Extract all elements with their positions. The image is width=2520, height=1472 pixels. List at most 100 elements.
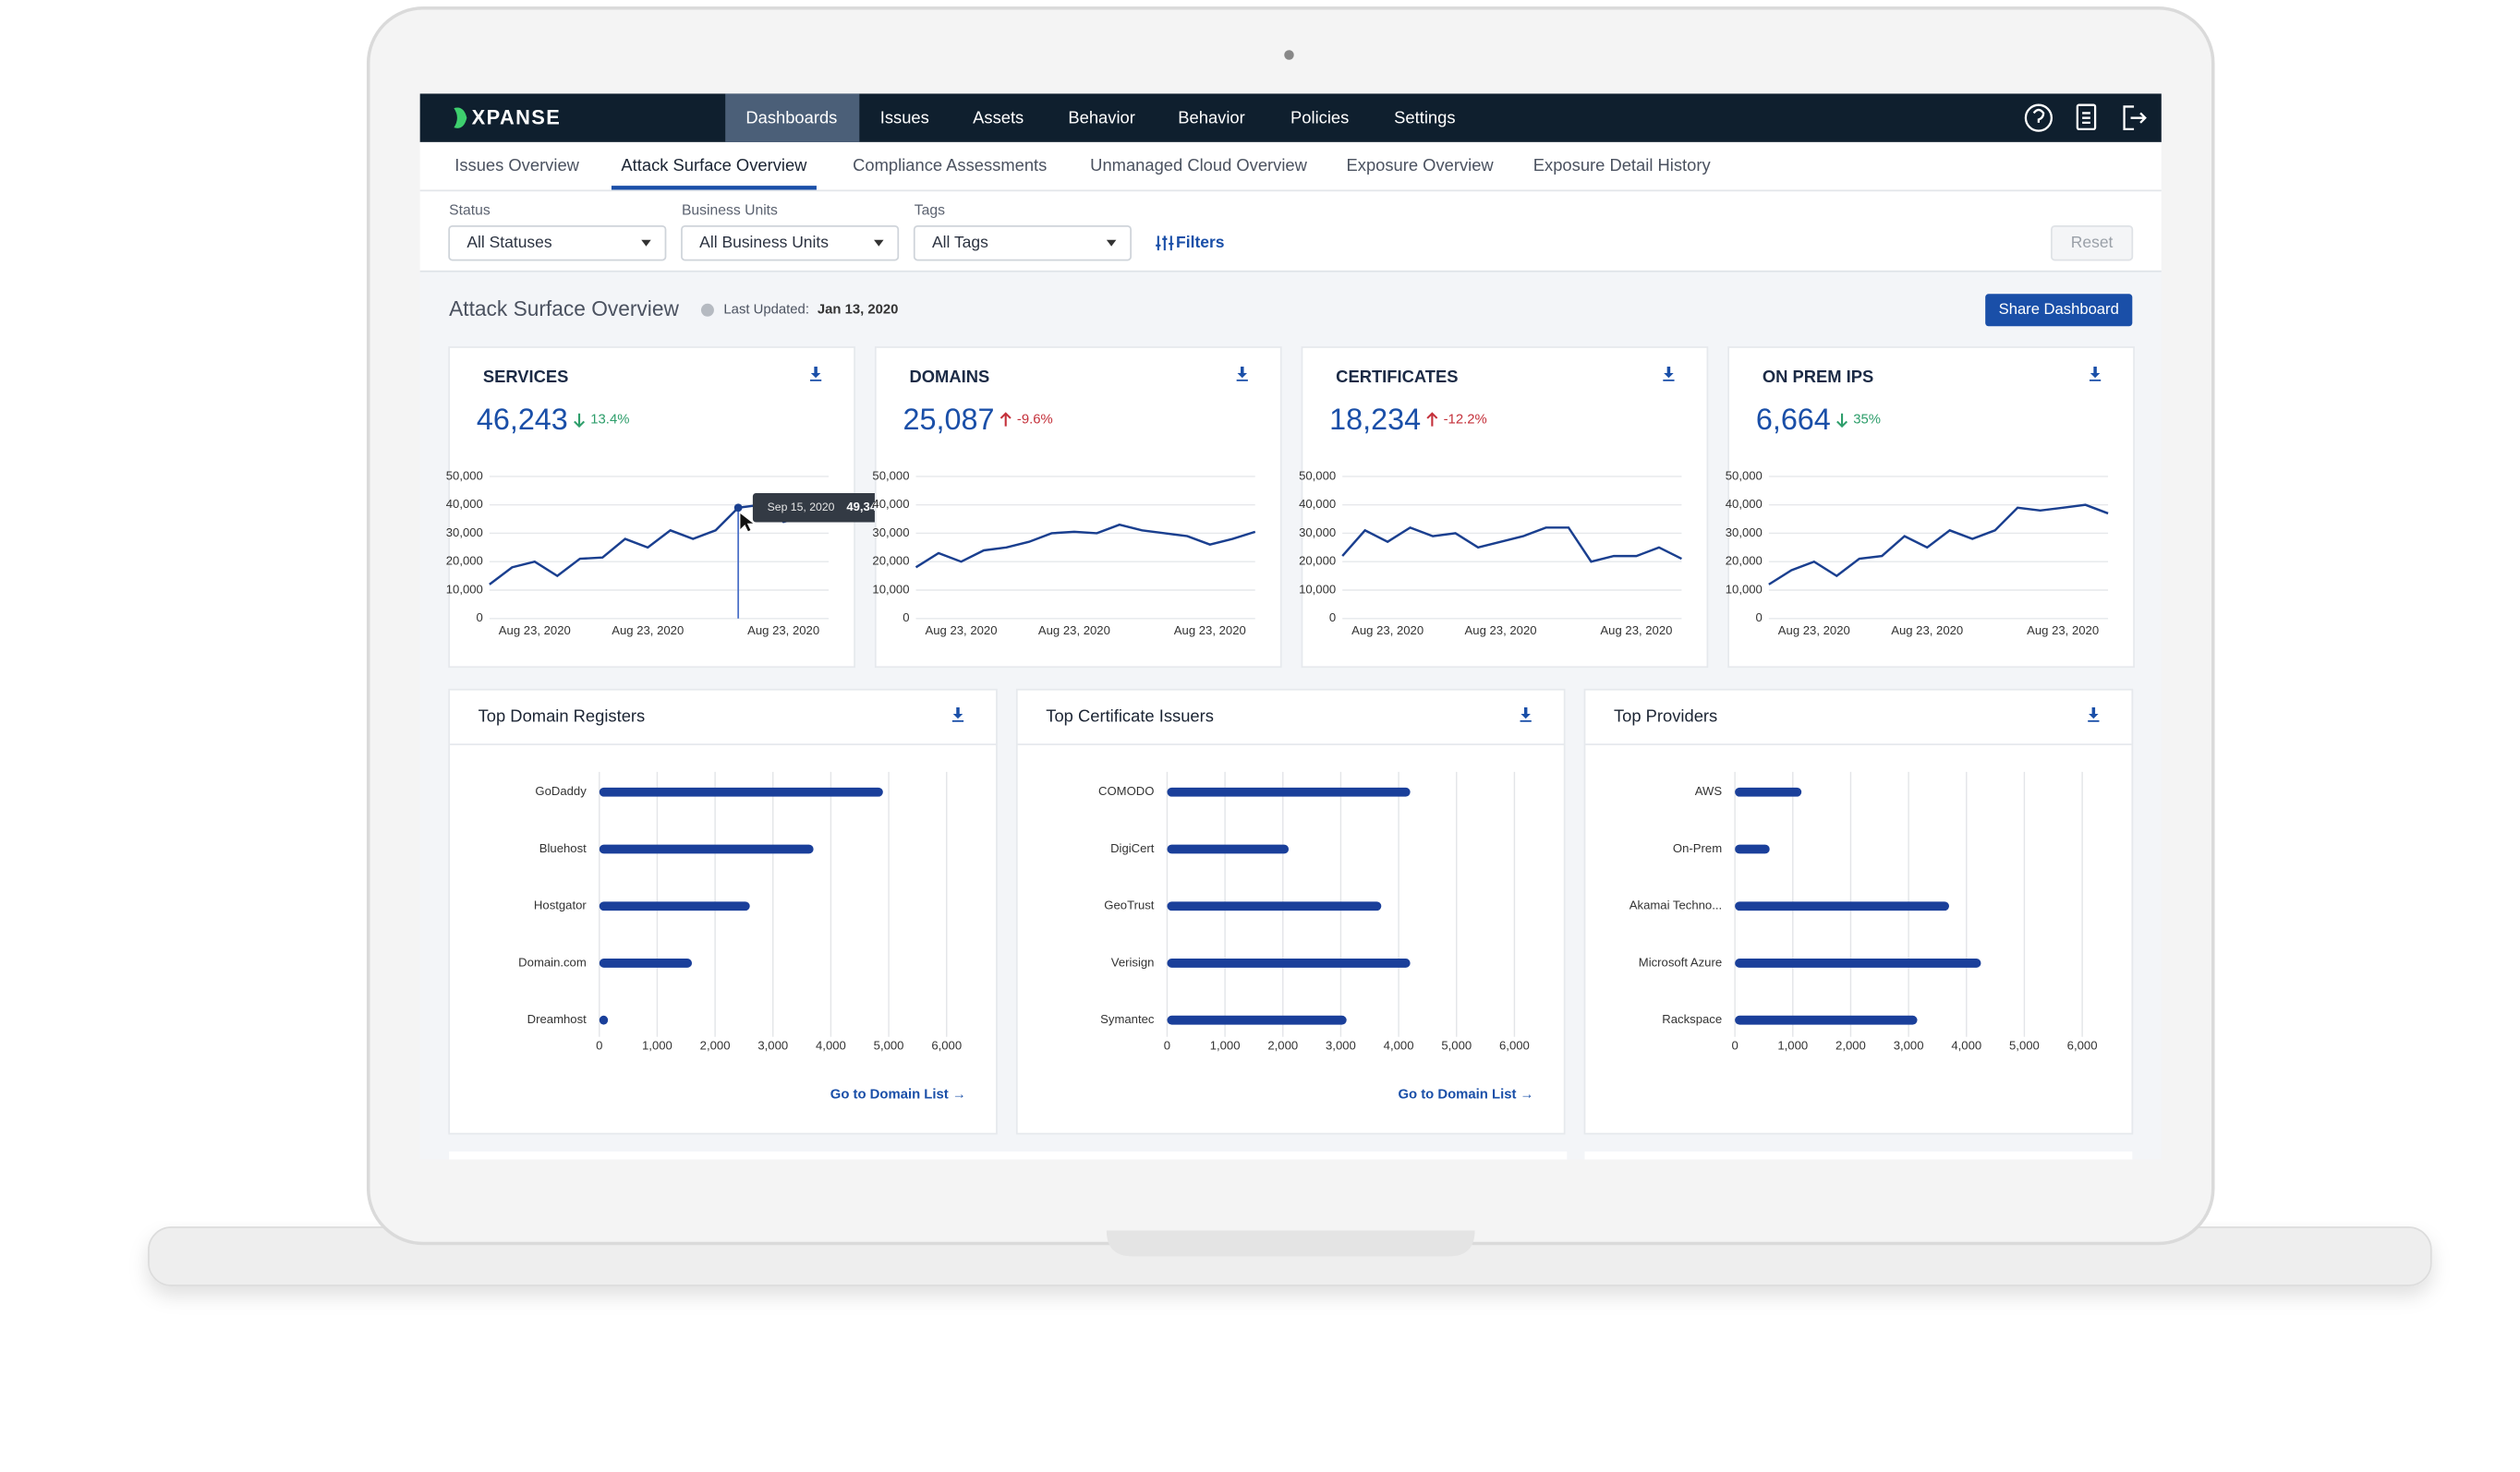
x-tick-label: 6,000: [931, 1039, 962, 1053]
info-icon: [700, 303, 714, 317]
line-series: [1341, 525, 1682, 563]
x-tick-label: Aug 23, 2020: [612, 623, 684, 637]
x-tick-label: 1,000: [1777, 1039, 1808, 1053]
card-title: ON PREM IPS: [1763, 367, 1873, 386]
header-icons: [2024, 103, 2147, 132]
download-icon[interactable]: [1236, 366, 1248, 381]
x-tick-label: Aug 23, 2020: [1600, 623, 1672, 637]
partial-card: [449, 1151, 1568, 1160]
y-tick-label: Akamai Techno...: [1630, 899, 1722, 912]
y-tick-label: 20,000: [446, 554, 483, 568]
nav-item[interactable]: Dashboards: [745, 107, 837, 127]
share-label[interactable]: Share Dashboard: [1999, 300, 2119, 318]
tab[interactable]: Attack Surface Overview: [621, 155, 807, 175]
line-series: [1768, 503, 2109, 585]
nav-item[interactable]: Policies: [1290, 107, 1349, 127]
laptop-notch: [1106, 1230, 1475, 1257]
x-tick-label: 0: [1164, 1039, 1170, 1053]
y-tick-label: 10,000: [446, 582, 483, 596]
bar: [1735, 1015, 1918, 1025]
bar: [1735, 959, 1981, 968]
kpi-card: [874, 346, 1282, 669]
partial-card: [1584, 1151, 2133, 1160]
y-tick-label: 20,000: [872, 554, 909, 568]
y-tick-label: 10,000: [872, 582, 909, 596]
download-icon[interactable]: [2089, 366, 2102, 381]
y-tick-label: 0: [903, 610, 909, 624]
trend-arrow: [1836, 413, 1848, 428]
tab[interactable]: Compliance Assessments: [853, 155, 1047, 175]
tab[interactable]: Exposure Overview: [1347, 155, 1495, 175]
kpi-value: 25,087: [903, 403, 995, 436]
y-tick-label: 30,000: [446, 525, 483, 539]
download-icon[interactable]: [951, 706, 964, 722]
camera: [1284, 50, 1294, 60]
tab[interactable]: Issues Overview: [454, 155, 579, 175]
filter-label: Status: [449, 202, 491, 218]
y-tick-label: GeoTrust: [1104, 899, 1155, 912]
x-tick-label: Aug 23, 2020: [1038, 623, 1110, 637]
y-tick-label: 40,000: [446, 497, 483, 511]
bar: [1167, 959, 1411, 968]
y-tick-label: AWS: [1695, 784, 1723, 798]
filter-icon[interactable]: [1156, 235, 1174, 251]
share-button[interactable]: [1985, 294, 2133, 327]
dropdown-value[interactable]: All Tags: [932, 233, 988, 251]
page-title: Attack Surface Overview: [449, 296, 679, 320]
y-tick-label: 50,000: [1299, 468, 1336, 482]
nav-item[interactable]: Assets: [973, 107, 1024, 127]
y-tick-label: Bluehost: [539, 841, 587, 855]
download-icon[interactable]: [1520, 706, 1532, 722]
download-icon[interactable]: [809, 366, 822, 381]
y-tick-label: Verisign: [1111, 955, 1155, 969]
trend-arrow: [1000, 412, 1012, 427]
nav-item[interactable]: Settings: [1394, 107, 1455, 127]
dropdown-caret: [874, 239, 884, 247]
bar: [1735, 787, 1802, 797]
tab[interactable]: Exposure Detail History: [1533, 155, 1712, 175]
download-icon[interactable]: [1663, 366, 1675, 381]
y-tick-label: 20,000: [1726, 554, 1763, 568]
card-title: CERTIFICATES: [1336, 367, 1458, 386]
dropdown-value[interactable]: All Business Units: [699, 233, 829, 251]
download-icon[interactable]: [2088, 706, 2100, 722]
dropdown[interactable]: [681, 224, 900, 261]
y-tick-label: On-Prem: [1673, 841, 1722, 855]
line-series: [915, 523, 1256, 569]
nav-item[interactable]: Issues: [880, 107, 929, 127]
dropdown-value[interactable]: All Statuses: [466, 233, 552, 251]
tooltip-value: 49,343: [846, 500, 883, 513]
filters-link[interactable]: Filters: [1176, 233, 1224, 251]
y-tick-label: 0: [1329, 610, 1336, 624]
x-tick-label: Aug 23, 2020: [1174, 623, 1246, 637]
dropdown[interactable]: [448, 224, 667, 261]
x-tick-label: 4,000: [1384, 1039, 1414, 1053]
y-tick-label: 0: [1756, 610, 1763, 624]
x-tick-label: 3,000: [757, 1039, 788, 1053]
nav-bar: [419, 93, 2162, 142]
nav-item[interactable]: Behavior: [1068, 107, 1134, 127]
x-tick-label: 2,000: [1267, 1039, 1298, 1053]
kpi-value: 18,234: [1329, 403, 1421, 436]
kpi-change: -9.6%: [1017, 413, 1053, 428]
dropdown[interactable]: [913, 224, 1132, 261]
y-tick-label: 20,000: [1299, 554, 1336, 568]
link[interactable]: Go to Domain List →: [1398, 1088, 1533, 1103]
reset-label[interactable]: Reset: [2071, 233, 2114, 251]
y-tick-label: 40,000: [872, 497, 909, 511]
x-tick-label: Aug 23, 2020: [1891, 623, 1963, 637]
kpi-card: [1301, 346, 1709, 669]
brand: XPANSE: [472, 105, 562, 128]
x-tick-label: Aug 23, 2020: [499, 623, 571, 637]
x-tick-label: 3,000: [1326, 1039, 1356, 1053]
y-tick-label: 30,000: [1299, 525, 1336, 539]
link[interactable]: Go to Domain List →: [830, 1088, 966, 1103]
reset-button[interactable]: [2050, 224, 2134, 261]
nav-item[interactable]: Behavior: [1178, 107, 1244, 127]
card-title: Top Domain Registers: [479, 706, 646, 725]
x-tick-label: 1,000: [1210, 1039, 1241, 1053]
tab[interactable]: Unmanaged Cloud Overview: [1090, 155, 1307, 175]
x-tick-label: Aug 23, 2020: [2027, 623, 2099, 637]
